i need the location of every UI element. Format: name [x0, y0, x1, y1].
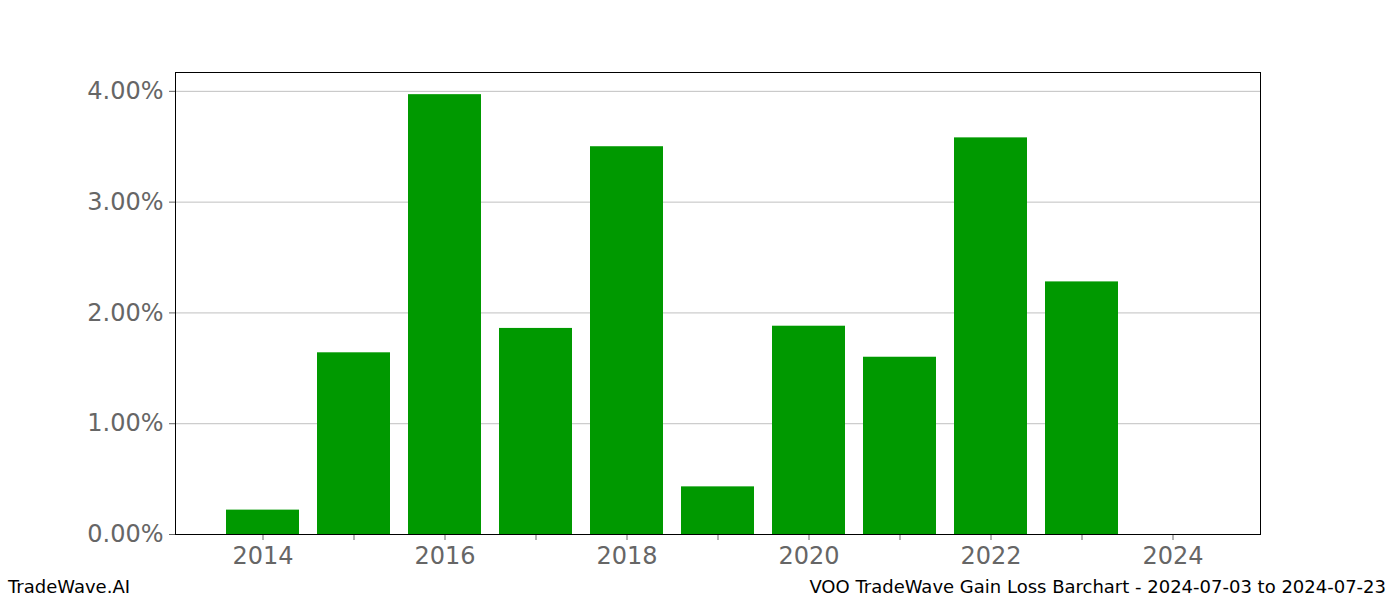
svg-text:2016: 2016: [414, 542, 475, 570]
svg-text:1.00%: 1.00%: [87, 409, 163, 437]
svg-text:2.00%: 2.00%: [87, 299, 163, 327]
svg-text:2020: 2020: [778, 542, 839, 570]
html-text:VOO TradeWave Gain Loss Barcha: VOO TradeWave Gain Loss Barchart - 2024-…: [809, 576, 1386, 597]
svg-text:2018: 2018: [596, 542, 657, 570]
svg-text:4.00%: 4.00%: [87, 77, 163, 105]
svg-text:2014: 2014: [232, 542, 293, 570]
svg-text:2024: 2024: [1142, 542, 1203, 570]
html-text:TradeWave.AI: TradeWave.AI: [8, 576, 130, 597]
svg-text:3.00%: 3.00%: [87, 188, 163, 216]
svg-text:2022: 2022: [960, 542, 1021, 570]
svg-text:0.00%: 0.00%: [87, 520, 163, 548]
